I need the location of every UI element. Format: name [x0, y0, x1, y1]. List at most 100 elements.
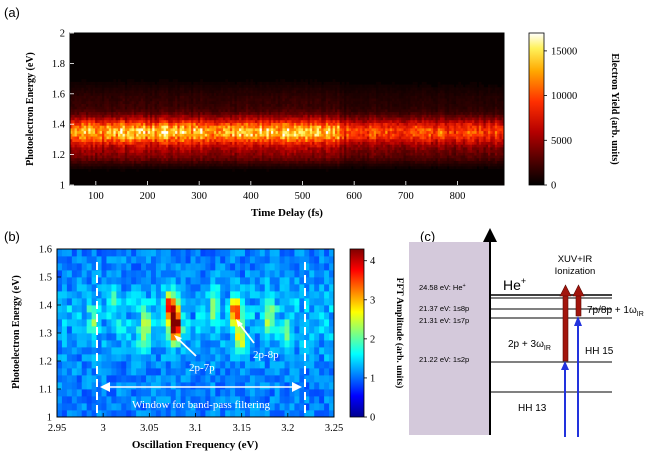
heatmap-a-cell: [293, 149, 297, 153]
heatmap-a-cell: [186, 106, 190, 110]
heatmap-a-cell: [223, 98, 226, 102]
heatmap-a-cell: [186, 87, 190, 91]
heatmap-a-cell: [316, 92, 320, 96]
heatmap-a-cell: [124, 155, 128, 159]
heatmap-a-cell: [318, 149, 322, 153]
heatmap-a-cell: [264, 90, 267, 94]
heatmap-a-cell: [261, 149, 265, 153]
heatmap-a-cell: [184, 98, 187, 102]
heatmap-a-cell: [127, 122, 130, 126]
heatmap-a-cell: [88, 98, 91, 102]
heatmap-a-cell: [362, 130, 366, 134]
heatmap-a-cell: [414, 122, 418, 126]
heatmap-a-cell: [334, 166, 338, 170]
heatmap-a-cell: [163, 79, 167, 83]
heatmap-a-cell: [111, 90, 114, 94]
heatmap-a-cell: [241, 152, 244, 156]
heatmap-a-cell: [70, 130, 73, 134]
heatmap-a-cell: [232, 114, 235, 118]
heatmap-a-cell: [218, 92, 222, 96]
heatmap-a-cell: [284, 122, 288, 126]
heatmap-a-cell: [271, 84, 274, 88]
heatmap-a-cell: [337, 157, 340, 161]
heatmap-a-cell: [266, 95, 270, 99]
heatmap-a-cell: [202, 100, 206, 104]
heatmap-a-cell: [159, 141, 162, 145]
heatmap-a-cell: [401, 117, 404, 121]
heatmap-a-cell: [209, 133, 213, 137]
heatmap-a-cell: [389, 149, 393, 153]
heatmap-a-cell: [161, 163, 165, 167]
heatmap-a-cell: [264, 100, 267, 104]
heatmap-a-cell: [197, 109, 201, 113]
heatmap-a-cell: [387, 147, 391, 151]
heatmap-a-cell: [170, 87, 174, 91]
heatmap-a-cell: [152, 155, 155, 159]
heatmap-a-cell: [282, 130, 286, 134]
heatmap-a-cell: [175, 141, 178, 145]
heatmap-a-cell: [293, 90, 297, 94]
heatmap-a-cell: [170, 90, 174, 94]
heatmap-a-cell: [271, 95, 274, 99]
heatmap-a-cell: [373, 163, 377, 167]
heatmap-a-cell: [122, 114, 126, 118]
heatmap-a-cell: [241, 106, 244, 110]
heatmap-a-cell: [120, 100, 123, 104]
heatmap-a-cell: [248, 133, 251, 137]
heatmap-a-cell: [369, 128, 372, 132]
heatmap-a-cell: [131, 138, 135, 142]
heatmap-a-cell: [360, 117, 363, 121]
heatmap-a-cell: [124, 149, 128, 153]
heatmap-a-cell: [104, 152, 107, 156]
heatmap-a-cell: [193, 84, 197, 88]
heatmap-a-cell: [334, 95, 338, 99]
heatmap-a-cell: [177, 109, 181, 113]
heatmap-a-cell: [355, 163, 359, 167]
heatmap-a-cell: [353, 114, 356, 118]
heatmap-a-cell: [369, 114, 372, 118]
heatmap-a-cell: [88, 152, 91, 156]
heatmap-a-cell: [321, 152, 324, 156]
heatmap-a-cell: [268, 136, 272, 140]
heatmap-a-cell: [145, 157, 149, 161]
heatmap-a-cell: [243, 109, 247, 113]
heatmap-a-cell: [188, 133, 192, 137]
heatmap-a-cell: [120, 119, 123, 123]
heatmap-a-cell: [88, 149, 91, 153]
heatmap-a-cell: [85, 81, 89, 85]
heatmap-a-cell: [414, 117, 418, 121]
heatmap-a-cell: [412, 100, 416, 104]
heatmap-a-cell: [396, 144, 400, 148]
heatmap-a-cell: [131, 117, 135, 121]
heatmap-a-cell: [410, 114, 414, 118]
heatmap-a-cell: [136, 168, 139, 172]
heatmap-a-cell: [275, 141, 279, 145]
heatmap-a-cell: [122, 144, 126, 148]
heatmap-a-cell: [302, 133, 306, 137]
heatmap-a-cell: [175, 109, 178, 113]
heatmap-a-cell: [417, 147, 420, 151]
heatmap-a-cell: [223, 130, 226, 134]
heatmap-a-cell: [136, 92, 139, 96]
heatmap-a-cell: [204, 155, 208, 159]
heatmap-a-cell: [172, 125, 176, 129]
heatmap-a-cell: [325, 92, 329, 96]
heatmap-a-cell: [339, 92, 343, 96]
heatmap-a-cell: [264, 133, 267, 137]
heatmap-a-cell: [307, 144, 311, 148]
heatmap-a-cell: [284, 92, 288, 96]
heatmap-a-cell: [266, 111, 270, 115]
heatmap-a-cell: [321, 100, 324, 104]
heatmap-a-cell: [364, 147, 368, 151]
heatmap-a-cell: [392, 125, 395, 129]
heatmap-a-cell: [284, 111, 288, 115]
heatmap-a-cell: [264, 136, 267, 140]
heatmap-a-cell: [211, 155, 215, 159]
heatmap-a-cell: [179, 95, 183, 99]
heatmap-a-cell: [266, 130, 270, 134]
heatmap-a-cell: [314, 128, 318, 132]
heatmap-a-cell: [85, 103, 89, 107]
heatmap-a-cell: [346, 166, 350, 170]
heatmap-a-cell: [280, 125, 283, 129]
heatmap-a-cell: [330, 81, 334, 85]
